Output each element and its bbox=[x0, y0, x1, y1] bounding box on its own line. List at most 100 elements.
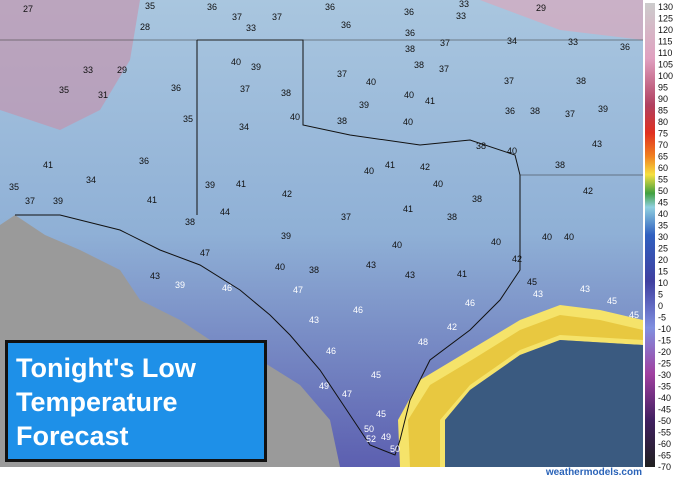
scale-label: 10 bbox=[658, 278, 668, 288]
station-temp: 46 bbox=[326, 346, 336, 356]
station-temp: 27 bbox=[23, 4, 33, 14]
station-temp: 50 bbox=[364, 424, 374, 434]
scale-label: -40 bbox=[658, 393, 671, 403]
scale-label: 115 bbox=[658, 37, 672, 47]
scale-label: 65 bbox=[658, 152, 668, 162]
scale-label: 0 bbox=[658, 301, 663, 311]
station-temp: 39 bbox=[251, 62, 261, 72]
scale-label: 95 bbox=[658, 83, 668, 93]
title-line: Forecast bbox=[16, 421, 129, 451]
station-temp: 36 bbox=[620, 42, 630, 52]
station-temp: 31 bbox=[98, 90, 108, 100]
scale-label: 5 bbox=[658, 290, 663, 300]
station-temp: 46 bbox=[465, 298, 475, 308]
station-temp: 46 bbox=[353, 305, 363, 315]
station-temp: 40 bbox=[290, 112, 300, 122]
station-temp: 40 bbox=[364, 166, 374, 176]
scale-label: 60 bbox=[658, 163, 668, 173]
station-temp: 37 bbox=[272, 12, 282, 22]
scale-label: -30 bbox=[658, 370, 671, 380]
station-temp: 43 bbox=[150, 271, 160, 281]
station-temp: 35 bbox=[59, 85, 69, 95]
station-temp: 40 bbox=[366, 77, 376, 87]
station-temp: 37 bbox=[240, 84, 250, 94]
station-temp: 43 bbox=[366, 260, 376, 270]
station-temp: 45 bbox=[527, 277, 537, 287]
station-temp: 38 bbox=[337, 116, 347, 126]
station-temp: 42 bbox=[512, 254, 522, 264]
scale-label: -70 bbox=[658, 462, 671, 472]
scale-label: 35 bbox=[658, 221, 668, 231]
scale-label: 20 bbox=[658, 255, 668, 265]
station-temp: 41 bbox=[236, 179, 246, 189]
station-temp: 33 bbox=[568, 37, 578, 47]
station-temp: 40 bbox=[491, 237, 501, 247]
station-temp: 40 bbox=[231, 57, 241, 67]
station-temp: 43 bbox=[533, 289, 543, 299]
station-temp: 43 bbox=[592, 139, 602, 149]
scale-label: -25 bbox=[658, 359, 671, 369]
station-temp: 37 bbox=[232, 12, 242, 22]
station-temp: 50 bbox=[390, 444, 400, 454]
title-box: Tonight's Low Temperature Forecast bbox=[5, 340, 267, 462]
station-temp: 34 bbox=[507, 36, 517, 46]
texas-border bbox=[15, 39, 521, 456]
station-temp: 37 bbox=[25, 196, 35, 206]
scale-label: -60 bbox=[658, 439, 671, 449]
station-temp: 47 bbox=[200, 248, 210, 258]
station-temp: 40 bbox=[392, 240, 402, 250]
title-line: Temperature bbox=[16, 387, 178, 417]
station-temp: 49 bbox=[319, 381, 329, 391]
station-temp: 40 bbox=[275, 262, 285, 272]
warm-area bbox=[480, 0, 643, 40]
station-temp: 45 bbox=[607, 296, 617, 306]
scale-label: 110 bbox=[658, 48, 672, 58]
station-temp: 38 bbox=[405, 44, 415, 54]
station-temp: 43 bbox=[580, 284, 590, 294]
station-temp: 40 bbox=[507, 146, 517, 156]
station-temp: 41 bbox=[43, 160, 53, 170]
station-temp: 34 bbox=[239, 122, 249, 132]
station-temp: 43 bbox=[405, 270, 415, 280]
scale-label: 105 bbox=[658, 60, 673, 70]
gulf bbox=[445, 340, 643, 467]
station-temp: 38 bbox=[447, 212, 457, 222]
station-temp: 41 bbox=[403, 204, 413, 214]
station-temp: 40 bbox=[433, 179, 443, 189]
station-temp: 38 bbox=[476, 141, 486, 151]
station-temp: 40 bbox=[564, 232, 574, 242]
warm-gulf-core bbox=[408, 315, 643, 467]
station-temp: 44 bbox=[220, 207, 230, 217]
station-temp: 29 bbox=[117, 65, 127, 75]
station-temp: 40 bbox=[403, 117, 413, 127]
station-temp: 37 bbox=[440, 38, 450, 48]
station-temp: 49 bbox=[381, 432, 391, 442]
station-temp: 42 bbox=[447, 322, 457, 332]
station-temp: 40 bbox=[404, 90, 414, 100]
station-temp: 39 bbox=[175, 280, 185, 290]
station-temp: 37 bbox=[504, 76, 514, 86]
station-temp: 47 bbox=[293, 285, 303, 295]
scale-label: -10 bbox=[658, 324, 671, 334]
station-temp: 45 bbox=[371, 370, 381, 380]
scale-label: 80 bbox=[658, 117, 668, 127]
station-temp: 29 bbox=[536, 3, 546, 13]
scale-label: -55 bbox=[658, 428, 671, 438]
station-temp: 46 bbox=[222, 283, 232, 293]
scale-label: -45 bbox=[658, 405, 671, 415]
station-temp: 38 bbox=[414, 60, 424, 70]
station-temp: 41 bbox=[147, 195, 157, 205]
station-temp: 39 bbox=[205, 180, 215, 190]
scale-label: 70 bbox=[658, 140, 668, 150]
scale-label: 120 bbox=[658, 25, 673, 35]
scale-label: -15 bbox=[658, 336, 671, 346]
station-temp: 38 bbox=[530, 106, 540, 116]
scale-label: 125 bbox=[658, 14, 673, 24]
scale-label: 40 bbox=[658, 209, 668, 219]
station-temp: 36 bbox=[139, 156, 149, 166]
station-temp: 39 bbox=[53, 196, 63, 206]
station-temp: 48 bbox=[418, 337, 428, 347]
station-temp: 38 bbox=[309, 265, 319, 275]
scale-label: 85 bbox=[658, 106, 668, 116]
station-temp: 45 bbox=[629, 310, 639, 320]
